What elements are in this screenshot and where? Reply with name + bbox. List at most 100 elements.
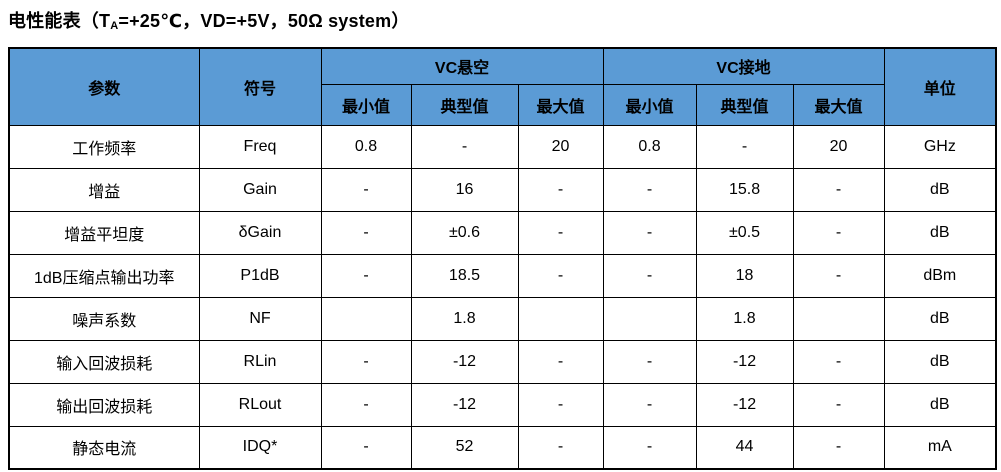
header-vc-ground-max: 最大值: [792, 83, 885, 126]
symbol-cell: RLout: [198, 382, 322, 427]
vc-ground-typ-cell: 15.8: [695, 167, 794, 212]
table-row: 噪声系数 NF 1.8 1.8 dB: [8, 296, 997, 341]
page-title-part2: =+25℃，VD=+5V，50Ω system）: [118, 11, 410, 31]
header-unit: 单位: [883, 47, 997, 126]
vc-ground-typ-cell: -12: [695, 382, 794, 427]
vc-float-typ-cell: 16: [410, 167, 519, 212]
header-group-vc-float: VC悬空: [320, 47, 604, 85]
vc-float-typ-cell: -12: [410, 382, 519, 427]
spec-table: 参数 符号 VC悬空 VC接地 单位 最小值 典型值 最大值 最小值 典型值 最…: [8, 47, 998, 470]
unit-cell: dB: [883, 382, 997, 427]
symbol-cell: δGain: [198, 210, 322, 255]
unit-cell: mA: [883, 425, 997, 470]
table-row: 输出回波损耗 RLout - -12- - -12- dB: [8, 382, 997, 427]
vc-ground-typ-cell: -: [695, 124, 794, 169]
vc-ground-min-cell: -: [602, 210, 697, 255]
unit-cell: dB: [883, 339, 997, 384]
vc-float-max-cell: -: [517, 339, 604, 384]
table-row: 增益 Gain -16- -15.8- dB: [8, 167, 997, 212]
unit-cell: dB: [883, 210, 997, 255]
vc-ground-max-cell: -: [792, 382, 885, 427]
page-title-part1: 电性能表（T: [8, 11, 111, 31]
vc-float-typ-cell: 52: [410, 425, 519, 470]
vc-float-min-cell: -: [320, 425, 412, 470]
table-body: 工作频率 Freq 0.8-20 0.8-20 GHz 增益 Gain -16- -15.8- d…: [8, 124, 997, 470]
param-cell: 增益: [8, 167, 200, 212]
vc-ground-typ-cell: ±0.5: [695, 210, 794, 255]
vc-ground-max-cell: -: [792, 425, 885, 470]
vc-float-min-cell: -: [320, 382, 412, 427]
table-row: 工作频率 Freq 0.8-20 0.8-20 GHz: [8, 124, 997, 169]
page-title: 电性能表（TA=+25℃，VD=+5V，50Ω system）: [8, 7, 410, 33]
vc-ground-min-cell: -: [602, 339, 697, 384]
vc-ground-min-cell: -: [602, 382, 697, 427]
header-vc-float-max: 最大值: [517, 83, 604, 126]
vc-float-max-cell: [517, 296, 604, 341]
param-cell: 1dB压缩点输出功率: [8, 253, 200, 298]
vc-float-typ-cell: -12: [410, 339, 519, 384]
table-row: 增益平坦度 δGain - ±0.6- - ±0.5- dB: [8, 210, 997, 255]
symbol-cell: RLin: [198, 339, 322, 384]
vc-float-max-cell: -: [517, 425, 604, 470]
vc-float-min-cell: -: [320, 339, 412, 384]
table-header: 参数 符号 VC悬空 VC接地 单位 最小值 典型值 最大值 最小值 典型值 最…: [8, 47, 997, 126]
vc-ground-min-cell: 0.8: [602, 124, 697, 169]
header-group-row: 参数 符号 VC悬空 VC接地 单位: [8, 47, 997, 126]
header-group-vc-ground: VC接地: [602, 47, 885, 85]
vc-float-min-cell: -: [320, 167, 412, 212]
vc-float-min-cell: -: [320, 253, 412, 298]
vc-float-min-cell: [320, 296, 412, 341]
unit-cell: dB: [883, 167, 997, 212]
vc-ground-min-cell: [602, 296, 697, 341]
vc-float-max-cell: -: [517, 167, 604, 212]
vc-float-max-cell: -: [517, 382, 604, 427]
vc-ground-min-cell: -: [602, 253, 697, 298]
symbol-cell: Freq: [198, 124, 322, 169]
vc-ground-typ-cell: 18: [695, 253, 794, 298]
vc-float-max-cell: -: [517, 253, 604, 298]
header-vc-float-min: 最小值: [320, 83, 412, 126]
page-title-subscript: A: [110, 20, 119, 32]
table-row: 1dB压缩点输出功率 P1dB -18.5- -18- dBm: [8, 253, 997, 298]
param-cell: 噪声系数: [8, 296, 200, 341]
symbol-cell: P1dB: [198, 253, 322, 298]
header-param: 参数: [8, 47, 200, 126]
vc-ground-max-cell: -: [792, 167, 885, 212]
vc-float-min-cell: 0.8: [320, 124, 412, 169]
unit-cell: dB: [883, 296, 997, 341]
vc-ground-max-cell: -: [792, 210, 885, 255]
vc-float-typ-cell: -: [410, 124, 519, 169]
table-row: 静态电流 IDQ* -52- -44- mA: [8, 425, 997, 470]
vc-ground-typ-cell: 1.8: [695, 296, 794, 341]
vc-ground-max-cell: -: [792, 253, 885, 298]
param-cell: 工作频率: [8, 124, 200, 169]
header-vc-ground-min: 最小值: [602, 83, 697, 126]
param-cell: 输出回波损耗: [8, 382, 200, 427]
vc-float-typ-cell: 1.8: [410, 296, 519, 341]
vc-float-typ-cell: 18.5: [410, 253, 519, 298]
vc-ground-typ-cell: -12: [695, 339, 794, 384]
vc-ground-min-cell: -: [602, 167, 697, 212]
header-symbol: 符号: [198, 47, 322, 126]
vc-float-min-cell: -: [320, 210, 412, 255]
vc-ground-typ-cell: 44: [695, 425, 794, 470]
vc-float-typ-cell: ±0.6: [410, 210, 519, 255]
vc-ground-max-cell: 20: [792, 124, 885, 169]
symbol-cell: IDQ*: [198, 425, 322, 470]
unit-cell: GHz: [883, 124, 997, 169]
vc-float-max-cell: 20: [517, 124, 604, 169]
param-cell: 输入回波损耗: [8, 339, 200, 384]
symbol-cell: Gain: [198, 167, 322, 212]
header-sub-row: 最小值 典型值 最大值 最小值 典型值 最大值: [9, 83, 996, 126]
vc-ground-max-cell: -: [792, 339, 885, 384]
symbol-cell: NF: [198, 296, 322, 341]
vc-ground-min-cell: -: [602, 425, 697, 470]
header-vc-ground-typ: 典型值: [695, 83, 794, 126]
param-cell: 增益平坦度: [8, 210, 200, 255]
table-row: 输入回波损耗 RLin - -12- - -12- dB: [8, 339, 997, 384]
unit-cell: dBm: [883, 253, 997, 298]
header-vc-float-typ: 典型值: [410, 83, 519, 126]
vc-ground-max-cell: [792, 296, 885, 341]
param-cell: 静态电流: [8, 425, 200, 470]
